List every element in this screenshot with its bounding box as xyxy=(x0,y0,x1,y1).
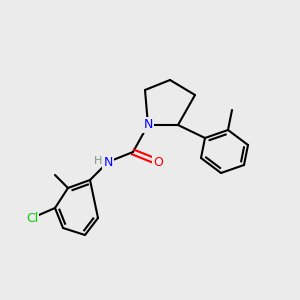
Text: N: N xyxy=(143,118,153,131)
Text: O: O xyxy=(153,155,163,169)
Text: Cl: Cl xyxy=(26,212,38,224)
Text: N: N xyxy=(103,155,113,169)
Text: H: H xyxy=(94,156,102,166)
